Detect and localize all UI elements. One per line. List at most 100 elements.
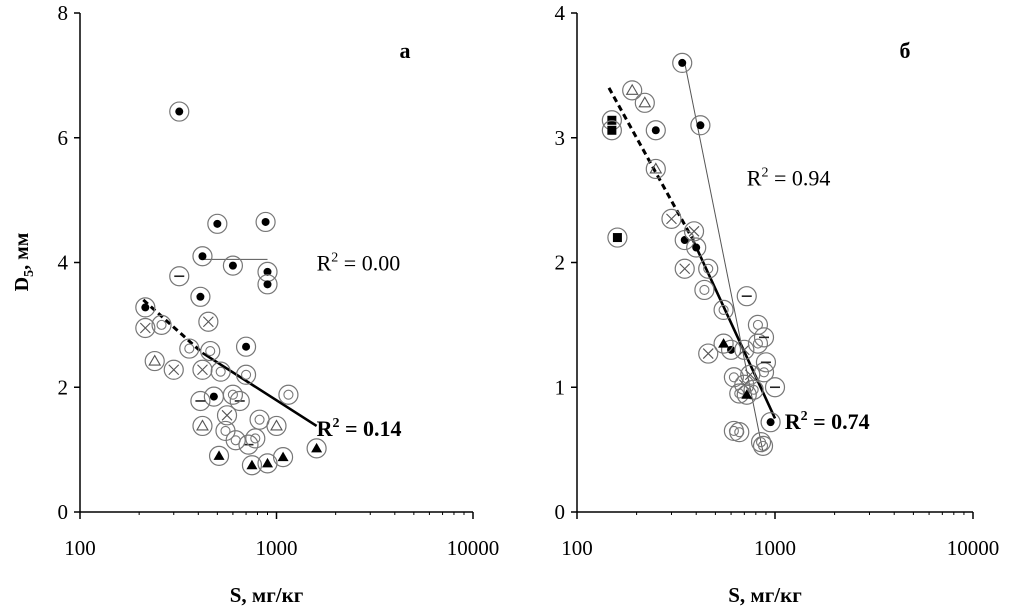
- data-point-dot: [222, 255, 244, 276]
- y-tick-label: 3: [555, 126, 566, 150]
- marker-ring: [713, 299, 734, 321]
- y-tick-label: 0: [58, 500, 69, 524]
- data-point-minus: [736, 286, 757, 307]
- marker-ring: [235, 364, 257, 385]
- data-point-ring: [222, 384, 244, 405]
- marker-ring: [690, 115, 711, 136]
- marker-dot: [196, 292, 205, 301]
- data-point-ring: [179, 338, 200, 359]
- marker-dot: [766, 418, 775, 427]
- marker-triangle: [649, 162, 663, 174]
- marker-ring: [686, 237, 707, 258]
- data-point-dot: [760, 412, 781, 433]
- marker-ring: [764, 377, 786, 398]
- marker-dot: [261, 217, 270, 226]
- marker-ring: [257, 453, 278, 474]
- r-squared-exponent: 2: [331, 251, 338, 266]
- marker-inner-ring: [283, 389, 294, 400]
- panel-label: б: [900, 38, 911, 63]
- y-tick-label: 0: [555, 500, 566, 524]
- data-point-triangle: [144, 350, 165, 372]
- marker-ring: [245, 428, 266, 449]
- marker-ring: [255, 211, 276, 233]
- marker-ring: [163, 359, 184, 380]
- data-point-triangle: [266, 415, 287, 437]
- marker-ring: [192, 415, 213, 437]
- y-axis-label-main: D: [11, 277, 33, 291]
- marker-ring: [729, 422, 750, 443]
- y-tick-label: 2: [58, 375, 69, 399]
- fit-line-solid: [201, 351, 318, 428]
- marker-inner-ring: [227, 389, 238, 400]
- marker-triangle: [270, 419, 283, 431]
- marker-ring: [238, 434, 259, 455]
- marker-ring: [222, 255, 244, 276]
- data-point-ring: [278, 384, 299, 405]
- data-point-ring: [235, 364, 257, 385]
- data-point-ring: [249, 409, 270, 430]
- marker-ring: [713, 333, 734, 354]
- r-squared-base: R: [317, 251, 332, 276]
- data-point-triangle: [645, 158, 666, 180]
- marker-triangle-filled: [311, 442, 323, 453]
- marker-ring: [229, 390, 250, 412]
- marker-cross: [738, 344, 750, 356]
- data-point-dot: [257, 261, 278, 282]
- marker-inner-ring: [205, 346, 216, 357]
- marker-ring: [200, 340, 221, 362]
- panel-label: а: [400, 38, 411, 63]
- r-squared-value: = 0.00: [338, 251, 400, 276]
- data-point-dot: [192, 246, 213, 267]
- marker-ring: [257, 274, 278, 295]
- marker-square: [607, 125, 617, 135]
- marker-ring: [216, 405, 238, 426]
- marker-cross: [666, 213, 677, 225]
- marker-triangle-filled: [246, 459, 258, 470]
- marker-ring: [694, 279, 715, 301]
- data-point-ring: [225, 430, 246, 451]
- marker-dot: [263, 280, 272, 289]
- r-squared-annotation: R2 = 0.14: [317, 416, 402, 441]
- marker-ring: [266, 415, 287, 437]
- marker-cross: [197, 364, 208, 376]
- marker-cross: [679, 263, 691, 275]
- marker-ring: [169, 266, 190, 287]
- data-point-dot: [645, 120, 666, 141]
- data-point-filled-triangle: [736, 384, 757, 405]
- marker-triangle: [638, 96, 652, 108]
- marker-ring: [208, 445, 230, 466]
- marker-cross: [221, 409, 233, 421]
- marker-ring: [169, 101, 190, 122]
- y-tick-label: 2: [555, 251, 566, 275]
- y-axis-label: D5, мм: [11, 233, 37, 292]
- data-point-filled-square: [601, 120, 622, 141]
- marker-triangle-filled: [262, 457, 274, 468]
- x-tick-label: 100: [561, 536, 593, 560]
- data-point-ring: [151, 314, 172, 335]
- data-point-triangle: [634, 92, 655, 113]
- marker-inner-ring: [230, 435, 241, 446]
- marker-ring: [607, 227, 628, 248]
- marker-dot: [209, 392, 218, 401]
- data-point-filled-triangle: [272, 447, 294, 468]
- data-point-ring: [694, 279, 715, 301]
- data-point-dot: [203, 386, 224, 407]
- marker-triangle: [625, 83, 639, 95]
- marker-ring: [736, 384, 757, 405]
- data-point-x: [734, 339, 755, 360]
- data-point-ring: [747, 314, 769, 335]
- marker-triangle-filled: [741, 389, 753, 399]
- marker-dot: [696, 121, 705, 130]
- data-point-dot: [190, 286, 211, 307]
- marker-inner-ring: [752, 338, 763, 349]
- marker-cross: [168, 364, 180, 376]
- marker-ring: [760, 412, 781, 433]
- x-tick-label: 100: [64, 536, 96, 560]
- marker-inner-ring: [703, 263, 714, 274]
- marker-ring: [734, 339, 755, 360]
- marker-dot: [692, 243, 701, 252]
- marker-ring: [135, 317, 156, 339]
- marker-ring: [750, 432, 772, 453]
- marker-square: [612, 233, 622, 243]
- marker-ring: [225, 430, 246, 451]
